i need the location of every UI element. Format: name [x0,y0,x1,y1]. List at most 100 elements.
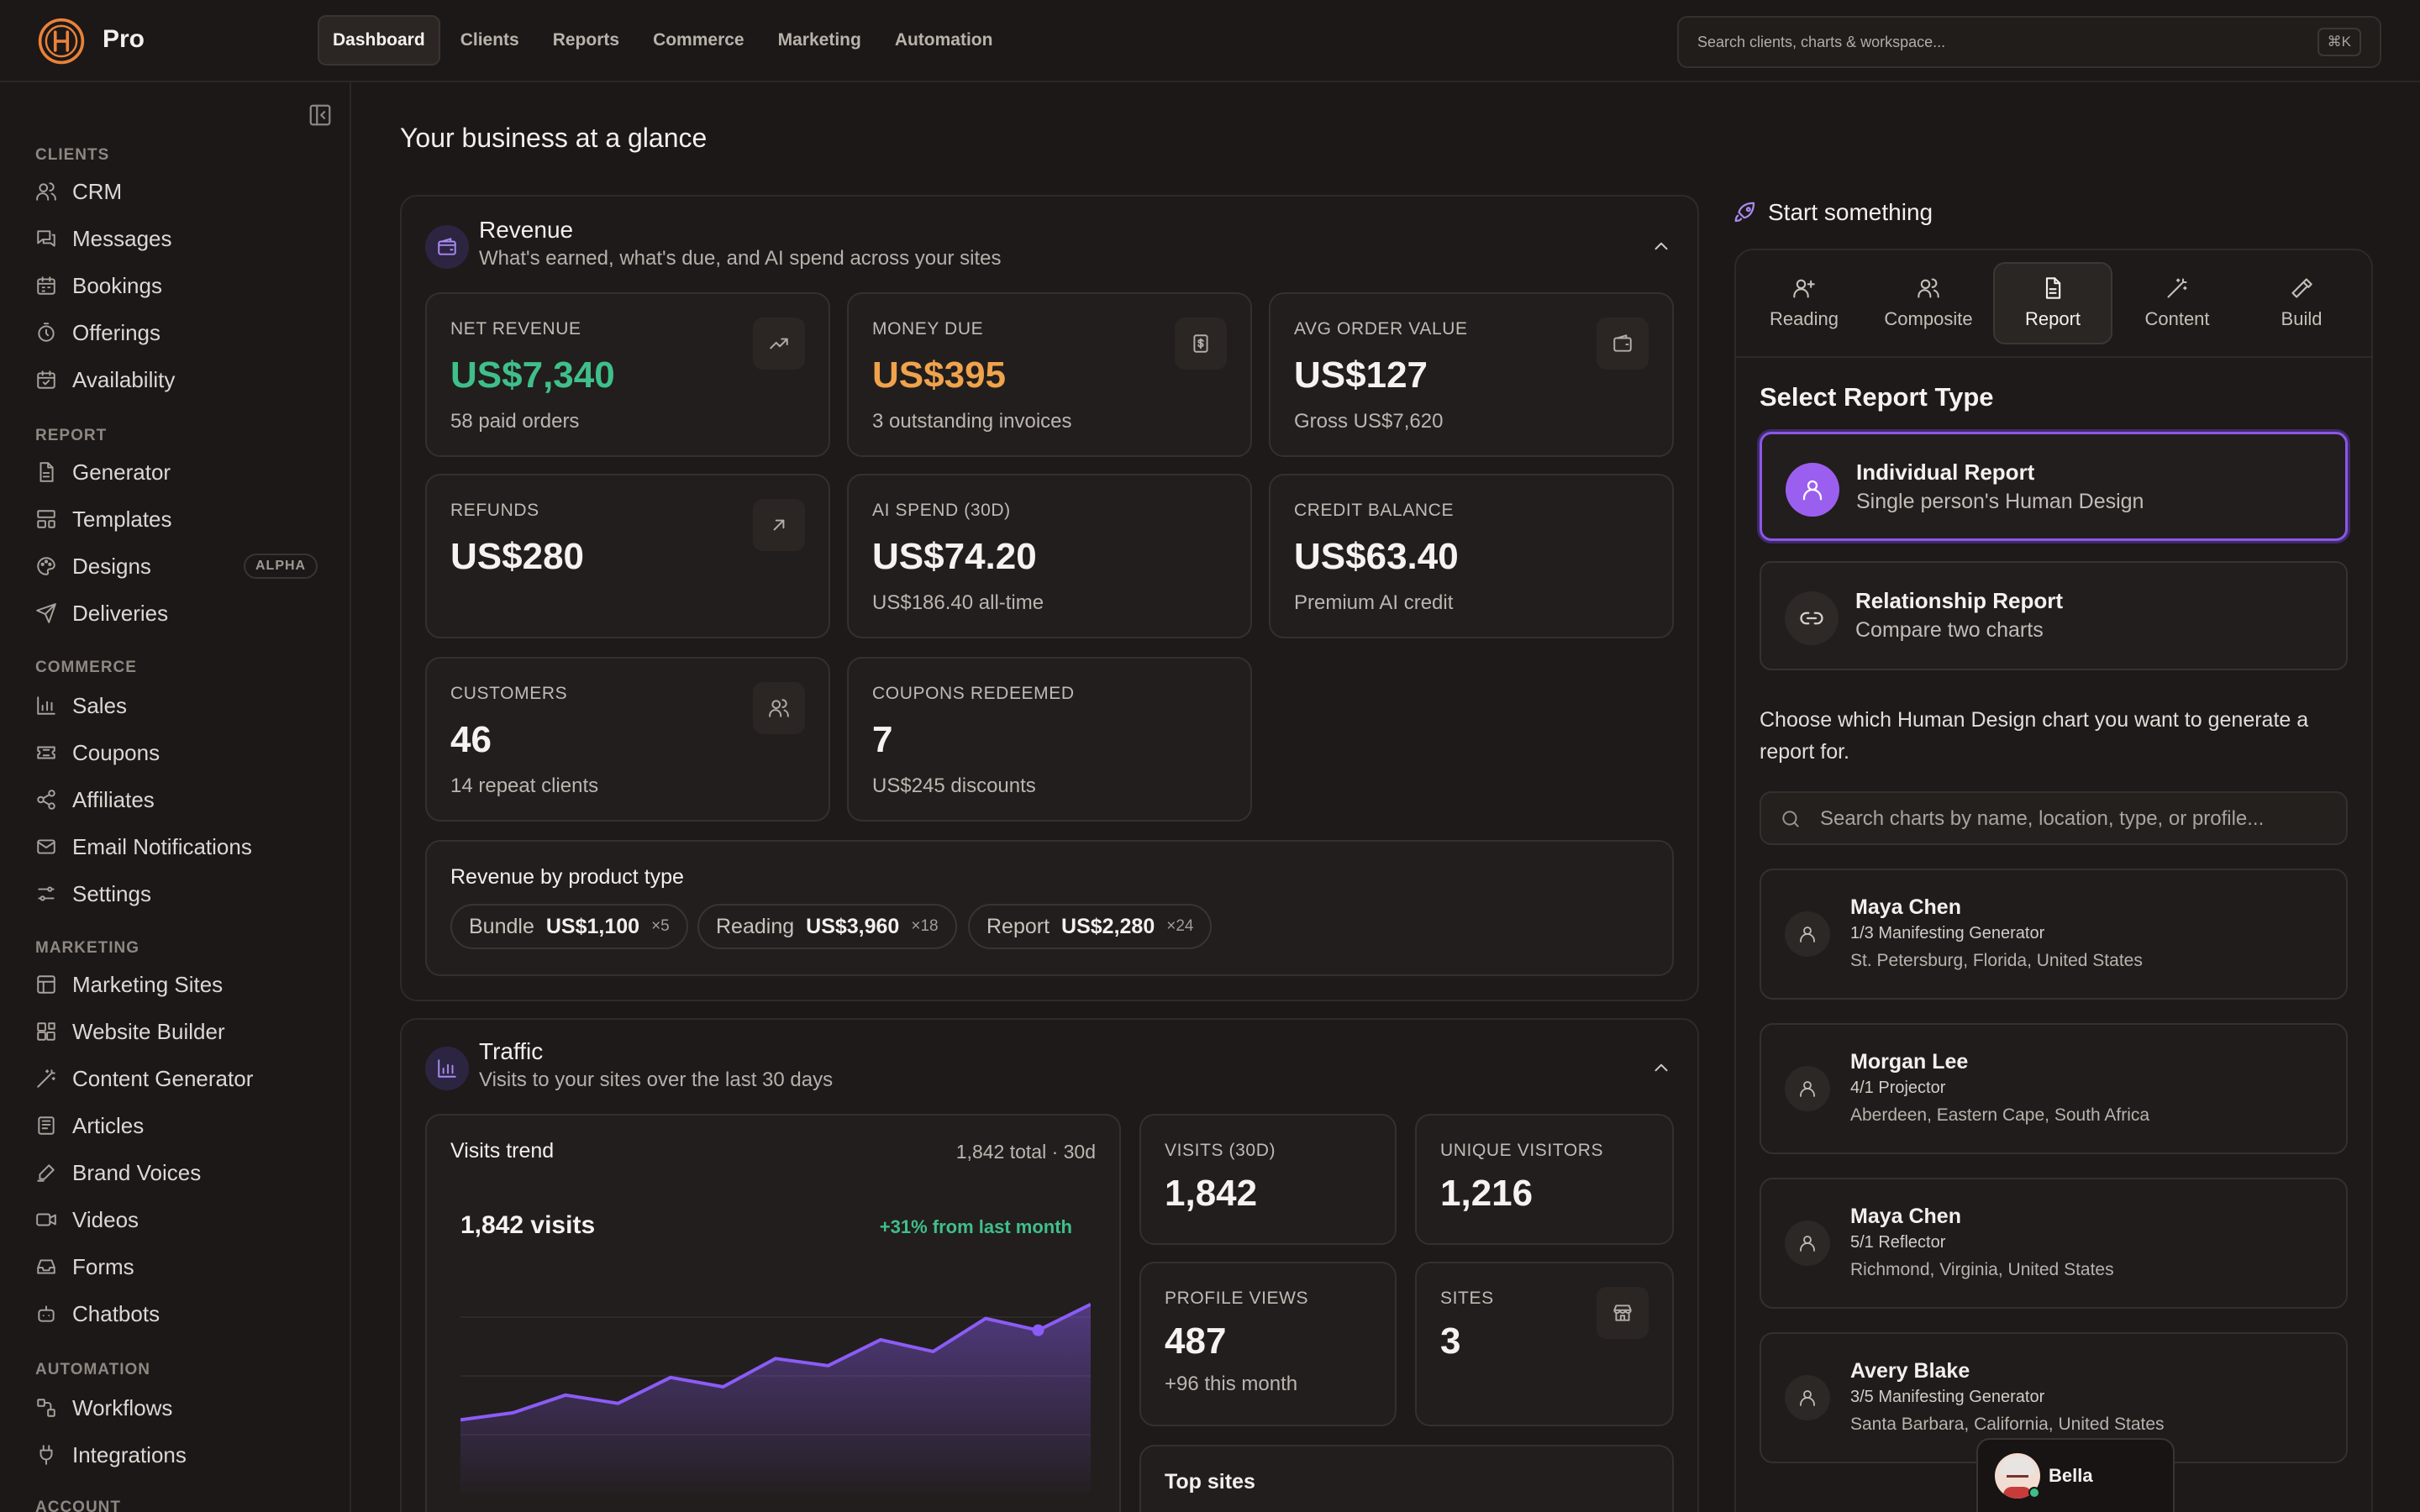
sidebar-item-content-generator[interactable]: Content Generator [35,1060,253,1097]
sidebar-item-articles[interactable]: Articles [35,1107,144,1144]
nav-automation[interactable]: Automation [894,30,993,50]
sidebar-item-label: Designs [72,553,151,579]
report-type-name: Individual Report [1856,459,2035,485]
global-search-input[interactable]: Search clients, charts & workspace... ⌘K [1677,16,2381,68]
chart-list-item[interactable]: Maya Chen 5/1 Reflector Richmond, Virgin… [1760,1178,2348,1309]
nav-commerce[interactable]: Commerce [653,30,744,50]
link-icon [1785,591,1839,645]
nav-dashboard[interactable]: Dashboard [318,15,440,66]
sidebar-item-offerings[interactable]: Offerings [35,314,160,351]
visits-trend-card: Visits trend 1,842 total · 30d 1,842 vis… [425,1114,1121,1512]
sidebar-item-deliveries[interactable]: Deliveries [35,595,168,632]
visits-trend-chart [460,1303,1091,1494]
tab-reading[interactable]: Reading [1744,262,1864,344]
tab-content[interactable]: Content [2118,262,2237,344]
sidebar-item-marketing-sites[interactable]: Marketing Sites [35,966,223,1003]
messages-icon [35,228,57,249]
chip-amount: US$3,960 [806,914,900,938]
sidebar-item-chatbots[interactable]: Chatbots [35,1295,160,1332]
chart-list-item[interactable]: Maya Chen 1/3 Manifesting Generator St. … [1760,869,2348,1000]
tab-composite[interactable]: Composite [1869,262,1988,344]
tab-report[interactable]: Report [1993,262,2112,344]
product-chip-reading[interactable]: Reading US$3,960 ×18 [697,904,957,949]
person-name: Morgan Lee [1850,1050,1969,1074]
sidebar-item-workflows[interactable]: Workflows [35,1389,172,1426]
sidebar-item-label: Bookings [72,272,162,298]
metric-label: CUSTOMERS [450,684,568,703]
assistant-widget[interactable]: Bella [1976,1438,2175,1512]
user-icon [1785,1066,1830,1111]
metric-value: 46 [450,719,492,760]
nav-clients[interactable]: Clients [460,30,519,50]
sidebar-item-generator[interactable]: Generator [35,454,171,491]
person-type: 3/5 Manifesting Generator [1850,1388,2045,1406]
online-status-dot [2028,1487,2040,1499]
metric-card-visits: VISITS (30D) 1,842 [1139,1114,1397,1245]
person-type: 1/3 Manifesting Generator [1850,924,2045,942]
sidebar-item-website-builder[interactable]: Website Builder [35,1013,225,1050]
clock-icon [35,322,57,344]
metric-value: 487 [1165,1320,1227,1362]
sidebar-item-availability[interactable]: Availability [35,361,175,398]
visits-change: +31% from last month [879,1216,1072,1237]
logo-icon[interactable] [37,17,86,66]
sidebar-item-sales[interactable]: Sales [35,687,127,724]
sidebar-item-videos[interactable]: Videos [35,1201,139,1238]
nav-reports[interactable]: Reports [552,30,620,50]
metric-value: US$63.40 [1294,536,1459,577]
tab-divider [1736,356,2371,358]
section-marketing: MARKETING [35,939,140,957]
sidebar-item-affiliates[interactable]: Affiliates [35,781,155,818]
metric-value: US$7,340 [450,354,615,396]
sidebar-item-designs[interactable]: Designs [35,548,151,585]
sidebar-item-coupons[interactable]: Coupons [35,734,160,771]
person-type: 4/1 Projector [1850,1079,1946,1097]
sidebar-item-templates[interactable]: Templates [35,501,172,538]
sidebar-item-label: Affiliates [72,786,155,812]
sidebar-item-label: Workflows [72,1394,173,1420]
person-location: Aberdeen, Eastern Cape, South Africa [1850,1105,2150,1125]
section-commerce: COMMERCE [35,659,137,676]
sidebar-item-label: Offerings [72,319,161,345]
bar-chart-icon [425,1047,469,1090]
sidebar-item-messages[interactable]: Messages [35,220,172,257]
template-icon [35,508,57,530]
metric-card-ai-spend: AI SPEND (30D) US$74.20 US$186.40 all-ti… [847,474,1252,638]
sidebar-collapse-icon[interactable] [308,102,333,128]
sidebar-item-settings[interactable]: Settings [35,875,151,912]
sidebar-item-label: Content Generator [72,1065,254,1091]
sidebar-item-bookings[interactable]: Bookings [35,267,162,304]
metric-card-refunds: REFUNDS US$280 [425,474,830,638]
tab-build[interactable]: Build [2242,262,2361,344]
chart-search-placeholder: Search charts by name, location, type, o… [1820,807,2265,830]
visits-headline: 1,842 visits [460,1211,596,1239]
product-chip-report[interactable]: Report US$2,280 ×24 [968,904,1213,949]
section-account: ACCOUNT [35,1499,121,1512]
mail-icon [35,836,57,858]
sidebar-item-forms[interactable]: Forms [35,1248,134,1285]
workflow-icon [35,1397,57,1419]
sidebar-item-label: Integrations [72,1441,187,1467]
revenue-by-type-card: Revenue by product type [425,840,1674,976]
nav-marketing[interactable]: Marketing [777,30,861,50]
select-report-title: Select Report Type [1760,382,1994,412]
section-clients: CLIENTS [35,146,110,164]
product-chip-bundle[interactable]: Bundle US$1,100 ×5 [450,904,688,949]
report-type-individual[interactable]: Individual Report Single person's Human … [1760,432,2348,541]
metric-label: CREDIT BALANCE [1294,501,1455,520]
chevron-up-icon[interactable] [1650,1057,1672,1079]
sidebar-item-integrations[interactable]: Integrations [35,1436,187,1473]
person-name: Maya Chen [1850,895,1961,919]
person-name: Maya Chen [1850,1205,1961,1228]
sidebar-item-brand-voices[interactable]: Brand Voices [35,1154,201,1191]
chart-search-input[interactable]: Search charts by name, location, type, o… [1760,791,2348,845]
trend-highlight-point [1032,1324,1044,1336]
chevron-up-icon[interactable] [1650,235,1672,257]
start-something-title: Start something [1768,199,1933,225]
sidebar-item-email-notifications[interactable]: Email Notifications [35,828,252,865]
section-report: REPORT [35,427,108,444]
sidebar-item-crm[interactable]: CRM [35,173,122,210]
chart-list-item[interactable]: Morgan Lee 4/1 Projector Aberdeen, Easte… [1760,1023,2348,1154]
report-type-relationship[interactable]: Relationship Report Compare two charts [1760,561,2348,670]
person-location: Richmond, Virginia, United States [1850,1260,2114,1279]
